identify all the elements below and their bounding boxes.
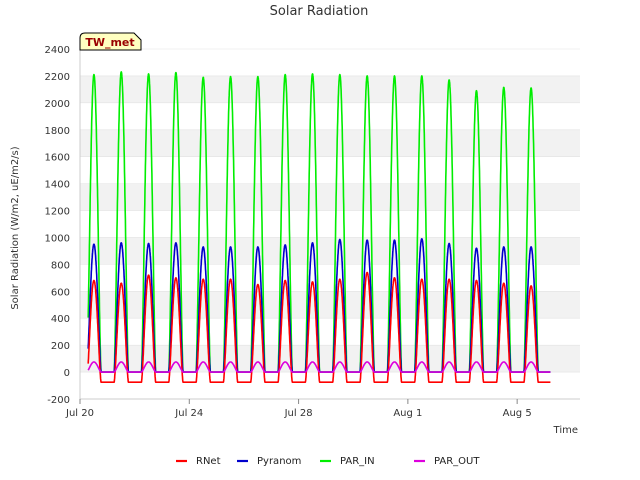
y-tick-label: 2200 bbox=[45, 72, 70, 83]
x-axis-title: Time bbox=[553, 425, 578, 436]
y-tick-label: 1400 bbox=[45, 180, 70, 191]
grid-band bbox=[80, 291, 580, 319]
y-tick-label: 400 bbox=[51, 314, 70, 325]
plot-area bbox=[79, 48, 580, 400]
y-tick-label: 1800 bbox=[45, 126, 70, 137]
y-axis: -200 0 200 400 600 800 1000 1200 1400 1600 1800 200… bbox=[45, 45, 70, 406]
y-tick-label: 0 bbox=[64, 368, 70, 379]
y-tick-label: 1200 bbox=[45, 207, 70, 218]
chart-title: Solar Radiation bbox=[270, 4, 369, 19]
y-tick-label: -200 bbox=[47, 395, 70, 406]
legend-label: PAR_IN bbox=[340, 456, 375, 467]
y-tick-label: 200 bbox=[51, 341, 70, 352]
legend-label: Pyranom bbox=[257, 456, 301, 467]
y-tick-label: 600 bbox=[51, 287, 70, 298]
y-tick-label: 2400 bbox=[45, 45, 70, 56]
series-line-par-out bbox=[87, 361, 552, 373]
x-axis: Jul 20 Jul 24 Jul 28 Aug 1 Aug 5 bbox=[65, 399, 532, 419]
x-tick-label: Jul 28 bbox=[284, 408, 313, 419]
grid-band bbox=[80, 129, 580, 157]
grid-band bbox=[80, 237, 580, 265]
station-badge-label: TW_met bbox=[85, 36, 134, 49]
station-badge: TW_met bbox=[79, 32, 142, 51]
y-tick-label: 800 bbox=[51, 260, 70, 271]
legend: RNet Pyranom PAR_IN PAR_OUT bbox=[176, 456, 480, 467]
legend-label: PAR_OUT bbox=[434, 456, 480, 467]
x-tick-label: Jul 20 bbox=[65, 408, 94, 419]
grid-band bbox=[80, 75, 580, 103]
grid-band bbox=[80, 183, 580, 211]
x-tick-label: Jul 24 bbox=[174, 408, 203, 419]
series-layer bbox=[87, 71, 552, 384]
y-tick-label: 1600 bbox=[45, 153, 70, 164]
station-badge-box bbox=[79, 32, 142, 51]
series-line-rnet bbox=[87, 271, 552, 384]
y-axis-title: Solar Radiation (W/m2, uE/m2/s) bbox=[10, 146, 21, 309]
x-tick-label: Aug 5 bbox=[503, 408, 532, 419]
legend-label: RNet bbox=[196, 456, 221, 467]
y-tick-label: 2000 bbox=[45, 99, 70, 110]
y-tick-label: 1000 bbox=[45, 233, 70, 244]
plot-frame bbox=[80, 49, 580, 399]
x-tick-label: Aug 1 bbox=[393, 408, 422, 419]
